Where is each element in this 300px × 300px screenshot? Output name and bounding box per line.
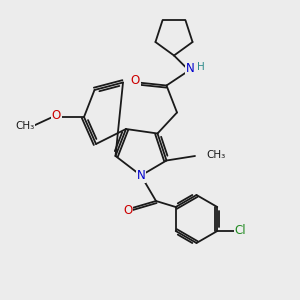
Text: CH₃: CH₃ — [15, 121, 34, 131]
Text: CH₃: CH₃ — [206, 149, 226, 160]
Text: O: O — [123, 203, 132, 217]
Text: O: O — [130, 74, 140, 88]
Text: Cl: Cl — [235, 224, 246, 238]
Text: N: N — [136, 169, 146, 182]
Text: O: O — [52, 109, 61, 122]
Text: H: H — [196, 62, 204, 72]
Text: N: N — [186, 62, 195, 76]
